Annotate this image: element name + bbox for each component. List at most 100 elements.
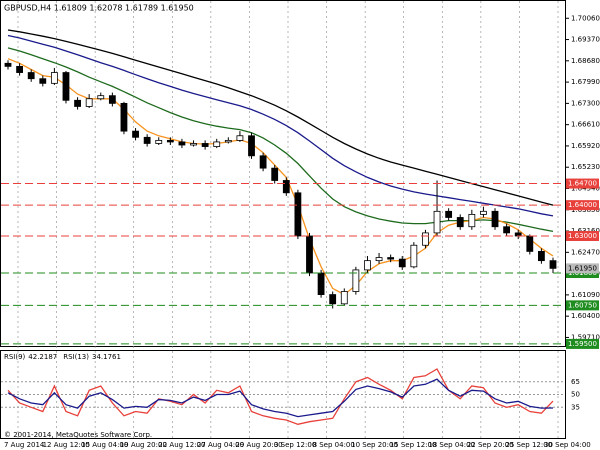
x-tick-label: 3 Sep 12:00 — [274, 441, 316, 449]
x-tick-label: 22 Aug 12:00 — [158, 441, 205, 449]
candle-body — [549, 260, 557, 269]
candle-body — [50, 72, 58, 84]
y-tick-label: 1.69370 — [571, 36, 600, 44]
x-tick-label: 25 Sep 12:00 — [505, 441, 552, 449]
legend-value: 34.1761 — [92, 353, 121, 361]
line-series — [7, 368, 554, 425]
level-label-bg — [566, 230, 599, 241]
x-tick-label: 22 Sep 20:00 — [467, 441, 514, 449]
candle-body — [422, 232, 429, 246]
candle-body — [16, 65, 23, 73]
candle-body — [364, 260, 371, 271]
footer: © 2001-2014, MetaQuotes Software Corp. — [4, 431, 152, 439]
candle-body — [340, 291, 348, 305]
candle-body — [97, 95, 105, 100]
candle-body — [39, 78, 47, 84]
x-tick-label: 29 Aug 20:00 — [235, 441, 282, 449]
y-tick-label: 35 — [571, 403, 580, 411]
candle-body — [352, 269, 360, 292]
last-price-label: 1.61950 — [568, 264, 597, 272]
candle-body — [108, 95, 116, 104]
x-tick-label: 30 Sep 04:00 — [544, 441, 591, 449]
candle-body — [468, 213, 476, 228]
candle-body — [503, 226, 511, 234]
candle-body — [398, 258, 406, 268]
x-tick-label: 8 Sep 04:00 — [313, 441, 355, 449]
candle-body — [190, 143, 197, 146]
candle-body — [27, 72, 35, 80]
y-tick-label: 1.62470 — [571, 248, 600, 256]
candle-body — [445, 210, 453, 218]
x-tick-label: 15 Sep 12:00 — [390, 441, 437, 449]
legend-name: RSI(9) — [4, 353, 26, 361]
candle-body — [143, 136, 151, 144]
x-tick-label: 15 Aug 04:00 — [81, 441, 128, 449]
candle-body — [271, 167, 279, 181]
y-tick-label: 1.61090 — [571, 291, 600, 299]
chart-title: GBPUSD,H4 1.61809 1.62078 1.61789 1.6195… — [4, 4, 194, 13]
candle-body — [155, 139, 163, 144]
y-tick-label: 1.67300 — [571, 99, 600, 107]
y-tick-label: 1.67990 — [571, 78, 600, 86]
candle-body — [132, 130, 139, 138]
level-label: 1.60750 — [568, 301, 597, 309]
candle-body — [387, 257, 395, 260]
candle-body — [224, 139, 232, 143]
candle-body — [329, 294, 337, 305]
candle-body — [526, 235, 534, 252]
last-price-bg — [566, 263, 599, 274]
candle-body — [248, 135, 255, 157]
y-tick-label: 1.66610 — [571, 121, 600, 129]
candle-body — [201, 143, 209, 147]
x-tick-label: 10 Sep 20:00 — [351, 441, 398, 449]
x-tick-label: 18 Sep 04:00 — [428, 441, 475, 449]
y-tick-label: 1.60400 — [571, 312, 600, 320]
candle-body — [85, 98, 93, 107]
candle-body — [538, 251, 545, 262]
y-tick-label: 1.70060 — [571, 14, 600, 22]
x-tick-label: 12 Aug 12:00 — [43, 441, 90, 449]
candle-body — [456, 217, 464, 228]
level-label: 1.59500 — [568, 340, 597, 348]
candle-body — [410, 244, 418, 268]
x-tick-label: 27 Aug 04:00 — [197, 441, 244, 449]
candle-body — [120, 102, 128, 132]
level-label: 1.64000 — [568, 201, 597, 209]
level-label-bg — [566, 200, 599, 211]
candle-body — [74, 99, 81, 107]
y-tick-label: 1.59710 — [571, 333, 600, 341]
candle-body — [62, 72, 70, 101]
y-tick-label: 1.65920 — [571, 142, 600, 150]
candle-body — [236, 135, 244, 141]
candle-body — [178, 141, 186, 146]
line-series — [7, 378, 554, 418]
y-tick-label: 1.65230 — [571, 163, 600, 171]
candle-body — [166, 139, 174, 143]
x-tick-label: 7 Aug 2014 — [4, 441, 45, 449]
x-tick-label: 19 Aug 20:00 — [120, 441, 167, 449]
candle-body — [375, 257, 383, 262]
candle-body — [480, 210, 487, 215]
candle-body — [4, 62, 12, 67]
y-tick-label: 65 — [571, 378, 580, 386]
candle-body — [294, 192, 302, 237]
level-label-bg — [566, 338, 599, 349]
candle-body — [433, 210, 441, 234]
candle-body — [306, 235, 313, 274]
line-series — [7, 34, 554, 217]
candle-body — [213, 141, 221, 147]
legend-value: 42.2187 — [28, 353, 57, 361]
candle-body — [317, 272, 325, 295]
candle-body — [282, 180, 290, 194]
candle-body — [259, 155, 267, 169]
y-tick-label: 50 — [571, 391, 580, 399]
level-label-bg — [566, 300, 599, 311]
level-label-bg — [566, 178, 599, 189]
legend-name: RSI(13) — [63, 353, 89, 361]
candle-body — [491, 210, 499, 228]
level-label: 1.64700 — [568, 180, 597, 188]
level-label: 1.63000 — [568, 232, 597, 240]
y-tick-label: 1.68680 — [571, 57, 600, 65]
line-series — [7, 29, 554, 206]
